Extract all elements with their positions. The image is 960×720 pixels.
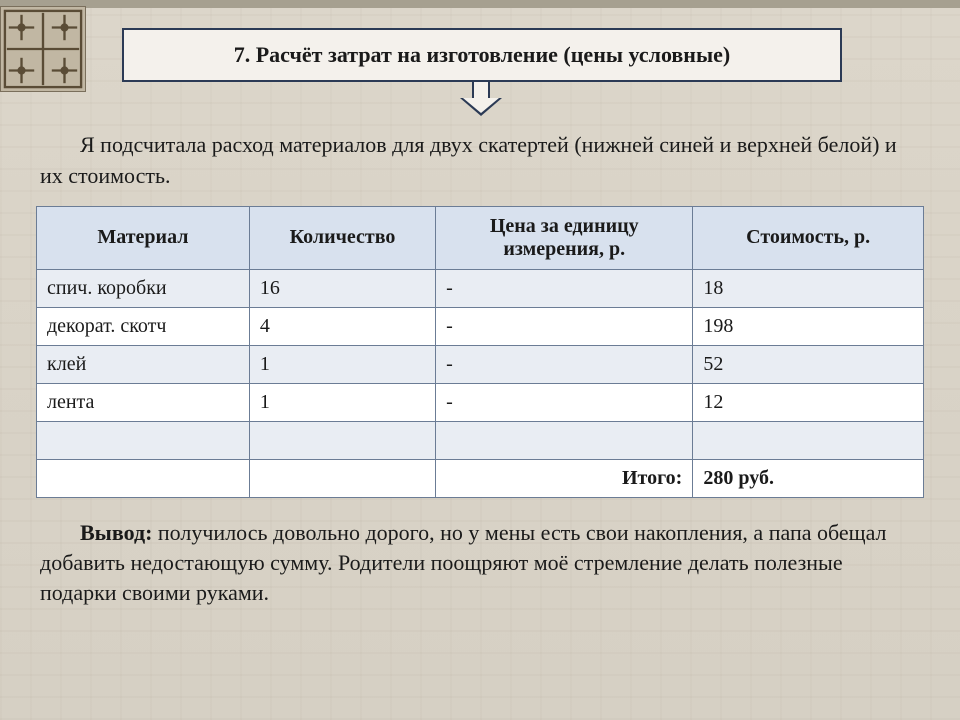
table-cell: спич. коробки [37, 269, 250, 307]
corner-ornament [0, 6, 86, 92]
table-row: спич. коробки16-18 [37, 269, 924, 307]
table-cell: 52 [693, 345, 924, 383]
cost-table: Материал Количество Цена за единицу изме… [36, 206, 924, 498]
table-cell: 1 [249, 345, 435, 383]
table-row: клей1-52 [37, 345, 924, 383]
table-cell: 16 [249, 269, 435, 307]
table-row [37, 421, 924, 459]
table-cell: лента [37, 383, 250, 421]
title-pointer-arrow [460, 82, 502, 116]
slide-title: 7. Расчёт затрат на изготовление (цены у… [234, 42, 731, 68]
table-cell: декорат. скотч [37, 307, 250, 345]
table-cell: 12 [693, 383, 924, 421]
table-cell [37, 459, 250, 497]
col-header-cost: Стоимость, р. [693, 206, 924, 269]
table-cell [693, 421, 924, 459]
table-cell: 4 [249, 307, 435, 345]
slide-title-box: 7. Расчёт затрат на изготовление (цены у… [122, 28, 842, 82]
col-header-quantity: Количество [249, 206, 435, 269]
table-cell [37, 421, 250, 459]
table-header-row: Материал Количество Цена за единицу изме… [37, 206, 924, 269]
table-row: декорат. скотч4-198 [37, 307, 924, 345]
table-cell: - [436, 269, 693, 307]
conclusion-paragraph: Вывод: получилось довольно дорого, но у … [36, 498, 924, 609]
conclusion-lead: Вывод: [80, 520, 152, 545]
table-cell: 1 [249, 383, 435, 421]
intro-paragraph: Я подсчитала расход материалов для двух … [36, 130, 924, 206]
total-label: Итого: [436, 459, 693, 497]
table-cell: клей [37, 345, 250, 383]
col-header-unit-price: Цена за единицу измерения, р. [436, 206, 693, 269]
table-cell: - [436, 383, 693, 421]
table-cell [249, 459, 435, 497]
table-cell: 18 [693, 269, 924, 307]
table-cell [436, 421, 693, 459]
table-cell [249, 421, 435, 459]
conclusion-text: получилось довольно дорого, но у мены ес… [40, 520, 887, 606]
table-cell: 198 [693, 307, 924, 345]
col-header-material: Материал [37, 206, 250, 269]
table-row: лента1-12 [37, 383, 924, 421]
table-total-row: Итого:280 руб. [37, 459, 924, 497]
table-cell: - [436, 307, 693, 345]
total-value: 280 руб. [693, 459, 924, 497]
top-border-band [0, 0, 960, 8]
table-cell: - [436, 345, 693, 383]
content-area: Я подсчитала расход материалов для двух … [36, 130, 924, 609]
